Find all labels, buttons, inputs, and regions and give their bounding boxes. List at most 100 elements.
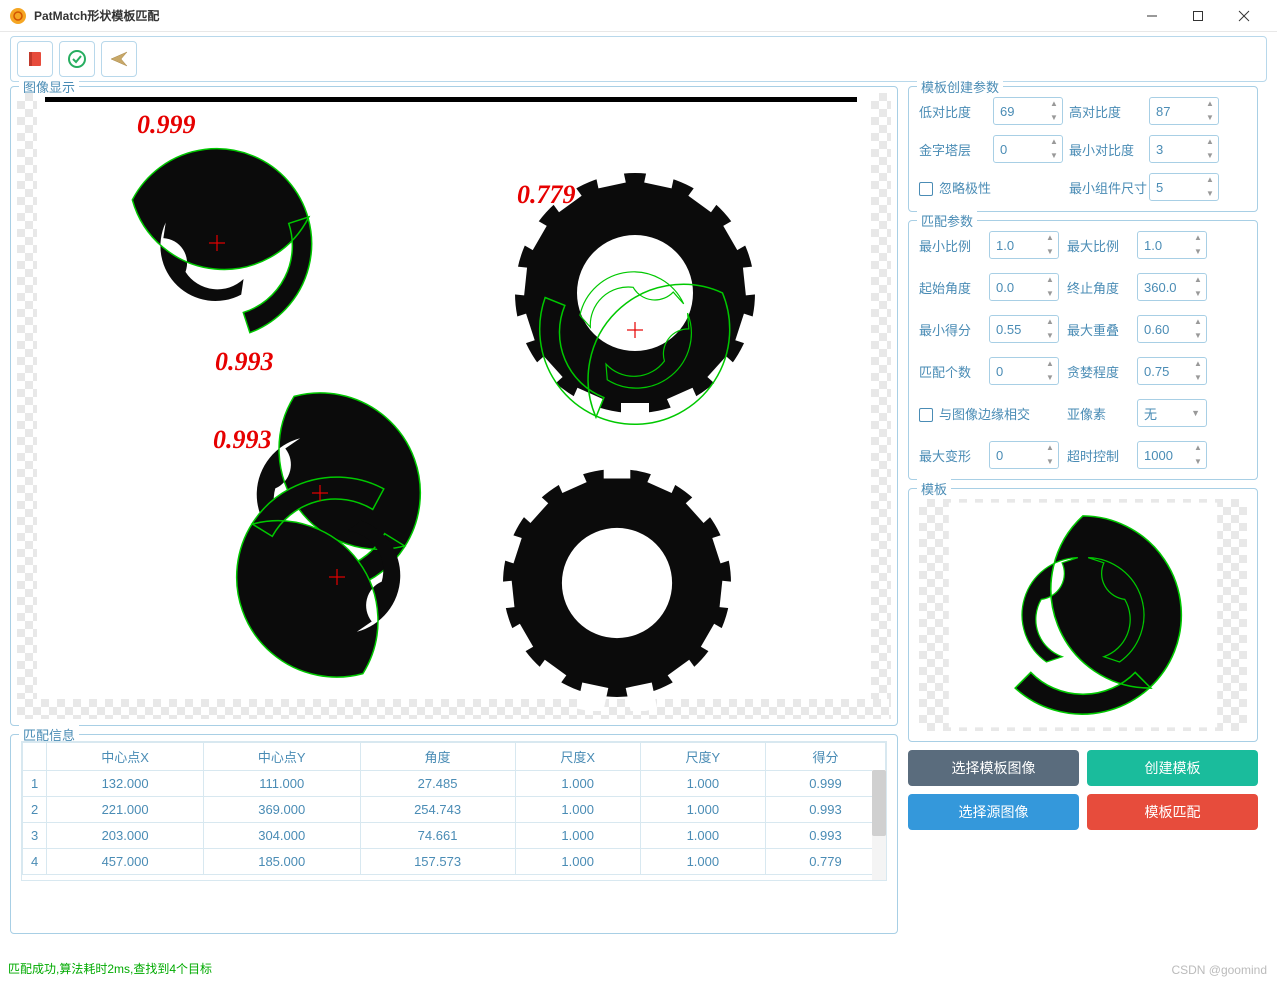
table-row[interactable]: 2221.000369.000254.7431.0001.0000.993 [23, 797, 886, 823]
table-cell: 1.000 [515, 771, 640, 797]
match-table-wrap: 中心点X中心点Y角度尺度X尺度Y得分 1132.000111.00027.485… [21, 741, 887, 881]
min-scale-input[interactable]: 1.0▲▼ [989, 231, 1059, 259]
window-controls [1129, 0, 1267, 32]
max-deform-label: 最大变形 [919, 446, 981, 465]
max-overlap-label: 最大重叠 [1067, 320, 1129, 339]
table-cell: 1.000 [640, 849, 765, 875]
table-header: 尺度Y [640, 743, 765, 771]
right-column: 模板创建参数 低对比度 69▲▼ 高对比度 87▲▼ 金字塔层 0▲▼ 最小对比… [908, 86, 1258, 934]
template-params-grid: 低对比度 69▲▼ 高对比度 87▲▼ 金字塔层 0▲▼ 最小对比度 3▲▼ 忽… [919, 97, 1247, 201]
timeout-label: 超时控制 [1067, 446, 1129, 465]
table-row[interactable]: 4457.000185.000157.5731.0001.0000.779 [23, 849, 886, 875]
select-template-image-button[interactable]: 选择模板图像 [908, 750, 1079, 786]
watermark: CSDN @goomind [1171, 963, 1267, 977]
table-cell: 1.000 [515, 797, 640, 823]
greediness-input[interactable]: 0.75▲▼ [1137, 357, 1207, 385]
select-source-image-button[interactable]: 选择源图像 [908, 794, 1079, 830]
min-component-label: 最小组件尺寸 [1069, 178, 1143, 197]
start-angle-input[interactable]: 0.0▲▼ [989, 273, 1059, 301]
template-create-legend: 模板创建参数 [917, 77, 1003, 96]
high-contrast-label: 高对比度 [1069, 102, 1143, 121]
min-component-input[interactable]: 5▲▼ [1149, 173, 1219, 201]
table-header: 中心点X [47, 743, 204, 771]
table-cell: 0.993 [765, 797, 885, 823]
min-contrast-input[interactable]: 3▲▼ [1149, 135, 1219, 163]
table-cell: 304.000 [203, 823, 360, 849]
minimize-button[interactable] [1129, 0, 1175, 32]
titlebar: PatMatch形状模板匹配 [0, 0, 1277, 32]
table-cell: 27.485 [360, 771, 515, 797]
window-title: PatMatch形状模板匹配 [34, 7, 159, 24]
table-cell: 1.000 [640, 823, 765, 849]
template-canvas[interactable] [919, 499, 1247, 731]
detection-score-label: 0.999 [137, 110, 196, 139]
table-cell: 254.743 [360, 797, 515, 823]
low-contrast-label: 低对比度 [919, 102, 987, 121]
match-count-input[interactable]: 0▲▼ [989, 357, 1059, 385]
button-row-2: 选择源图像 模板匹配 [908, 794, 1258, 830]
template-match-button[interactable]: 模板匹配 [1087, 794, 1258, 830]
ignore-polarity-checkbox[interactable]: 忽略极性 [919, 178, 1063, 197]
main-content: 图像显示 [0, 86, 1277, 934]
table-cell: 0.779 [765, 849, 885, 875]
table-cell: 1.000 [640, 771, 765, 797]
table-cell: 132.000 [47, 771, 204, 797]
table-cell: 1.000 [640, 797, 765, 823]
greediness-label: 贪婪程度 [1067, 362, 1129, 381]
send-button[interactable] [101, 41, 137, 77]
subpixel-label: 亚像素 [1067, 404, 1129, 423]
min-contrast-label: 最小对比度 [1069, 140, 1143, 159]
table-scrollbar[interactable] [872, 770, 886, 880]
timeout-input[interactable]: 1000▲▼ [1137, 441, 1207, 469]
table-cell: 157.573 [360, 849, 515, 875]
check-button[interactable] [59, 41, 95, 77]
maximize-button[interactable] [1175, 0, 1221, 32]
min-score-label: 最小得分 [919, 320, 981, 339]
min-scale-label: 最小比例 [919, 236, 981, 255]
max-deform-input[interactable]: 0▲▼ [989, 441, 1059, 469]
end-angle-input[interactable]: 360.0▲▼ [1137, 273, 1207, 301]
table-cell: 1.000 [515, 849, 640, 875]
status-bar: 匹配成功,算法耗时2ms,查找到4个目标 [8, 960, 212, 977]
open-button[interactable] [17, 41, 53, 77]
table-row[interactable]: 1132.000111.00027.4851.0001.0000.999 [23, 771, 886, 797]
table-cell: 4 [23, 849, 47, 875]
detection-score-label: 0.993 [213, 425, 272, 454]
match-table: 中心点X中心点Y角度尺度X尺度Y得分 1132.000111.00027.485… [22, 742, 886, 875]
detection-overlay: 0.9990.7790.9930.993 [17, 93, 885, 711]
table-cell: 457.000 [47, 849, 204, 875]
image-canvas[interactable]: 0.9990.7790.9930.993 [17, 93, 891, 719]
table-cell: 0.993 [765, 823, 885, 849]
high-contrast-input[interactable]: 87▲▼ [1149, 97, 1219, 125]
app-icon [10, 8, 26, 24]
table-cell: 203.000 [47, 823, 204, 849]
table-cell: 221.000 [47, 797, 204, 823]
border-intersect-checkbox[interactable]: 与图像边缘相交 [919, 404, 1059, 423]
table-header: 得分 [765, 743, 885, 771]
match-params-grid: 最小比例 1.0▲▼ 最大比例 1.0▲▼ 起始角度 0.0▲▼ 终止角度 36… [919, 231, 1247, 469]
match-count-label: 匹配个数 [919, 362, 981, 381]
table-cell: 0.999 [765, 771, 885, 797]
min-score-input[interactable]: 0.55▲▼ [989, 315, 1059, 343]
template-preview-panel: 模板 [908, 488, 1258, 742]
template-create-params-panel: 模板创建参数 低对比度 69▲▼ 高对比度 87▲▼ 金字塔层 0▲▼ 最小对比… [908, 86, 1258, 212]
pyramid-level-input[interactable]: 0▲▼ [993, 135, 1063, 163]
table-header: 角度 [360, 743, 515, 771]
table-cell: 1 [23, 771, 47, 797]
table-cell: 2 [23, 797, 47, 823]
toolbar [10, 36, 1267, 82]
left-column: 图像显示 [10, 86, 898, 934]
max-scale-input[interactable]: 1.0▲▼ [1137, 231, 1207, 259]
table-cell: 74.661 [360, 823, 515, 849]
subpixel-select[interactable]: 无▼ [1137, 399, 1207, 427]
low-contrast-input[interactable]: 69▲▼ [993, 97, 1063, 125]
match-params-legend: 匹配参数 [917, 211, 977, 230]
table-cell: 185.000 [203, 849, 360, 875]
table-row[interactable]: 3203.000304.00074.6611.0001.0000.993 [23, 823, 886, 849]
detection-score-label: 0.993 [215, 347, 274, 376]
table-header: 尺度X [515, 743, 640, 771]
create-template-button[interactable]: 创建模板 [1087, 750, 1258, 786]
button-row-1: 选择模板图像 创建模板 [908, 750, 1258, 786]
max-overlap-input[interactable]: 0.60▲▼ [1137, 315, 1207, 343]
close-button[interactable] [1221, 0, 1267, 32]
